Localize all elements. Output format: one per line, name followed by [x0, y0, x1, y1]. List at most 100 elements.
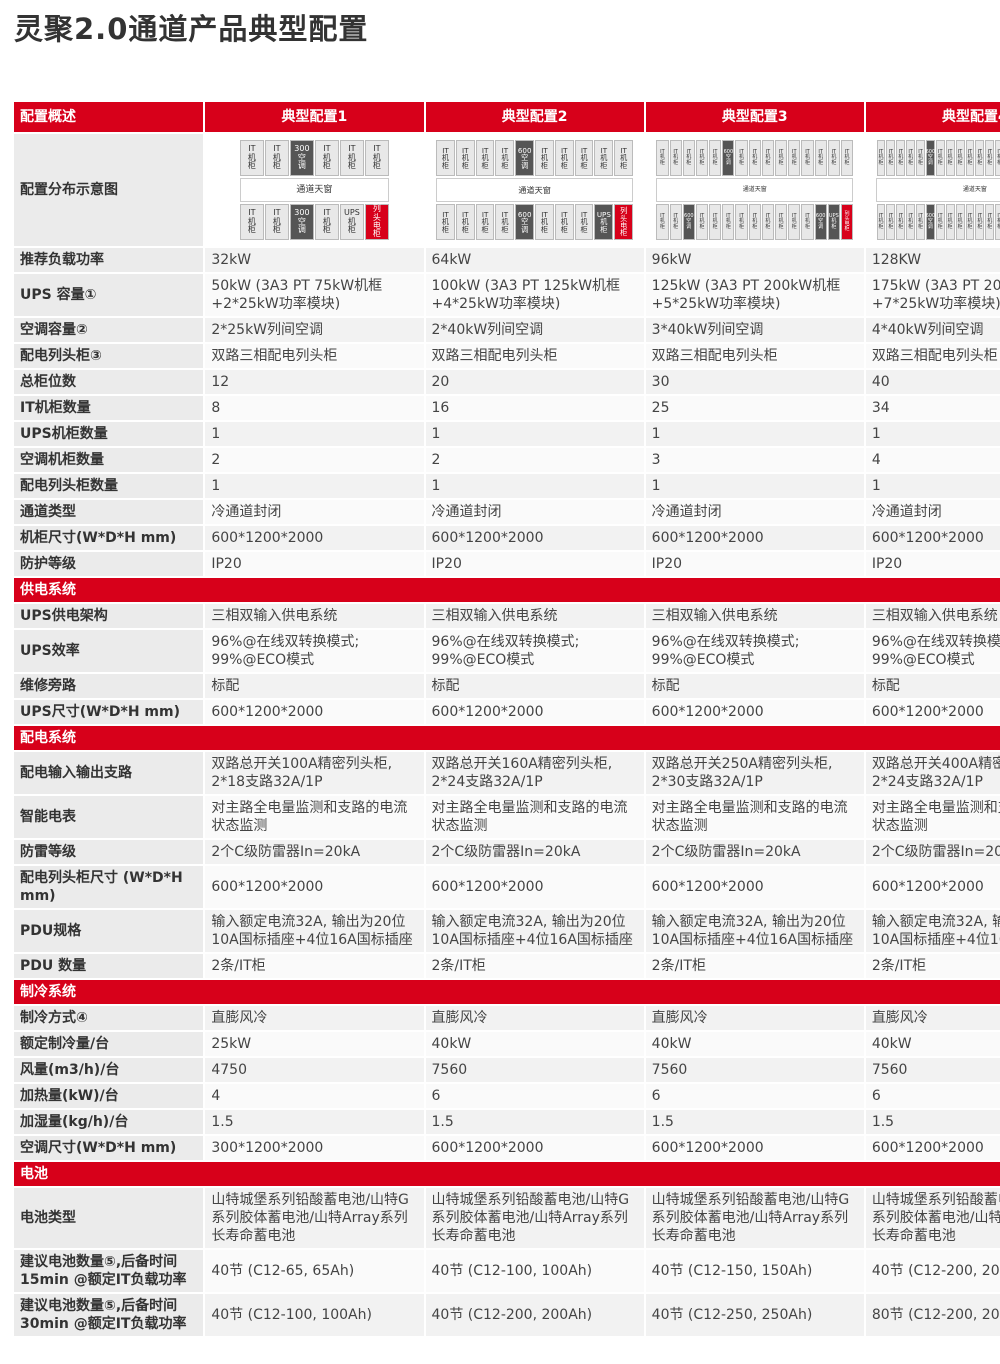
data-row: 电池类型 山特城堡系列铅酸蓄电池/山特G系列胶体蓄电池/山特Array系列长寿命蓄… [14, 1188, 1000, 1248]
row-label: UPS效率 [14, 630, 204, 672]
cell-value: 600*1200*2000 [425, 1136, 644, 1160]
row-label: 空调容量② [14, 318, 204, 342]
cell-value: 600*1200*2000 [205, 866, 424, 908]
diagram-cell: IT 机柜 IT 机柜 IT 机柜 IT 机柜 600 空调 IT 机柜 IT 机柜 IT 机柜 IT 机柜 IT 机… [425, 134, 644, 246]
cell-value: 40kW [865, 1032, 1000, 1056]
cabinet: 300 空调 [289, 204, 314, 240]
cell-value: 对主路全电量监测和支路的电流状态监测 [425, 796, 644, 838]
cell-value: 直膨风冷 [205, 1006, 424, 1030]
cabinet-row: IT 机柜 IT 机柜 IT 机柜 IT 机柜 IT 机柜 600 空调 IT 机柜 IT 机柜 IT 机柜 IT 机… [656, 140, 854, 176]
cabinet: 600 空调 [722, 140, 735, 176]
cabinet-label: 600 空调 [517, 209, 532, 234]
data-row: 建议电池数量⑤,后备时间15min @额定IT负载功率 40节 (C12-65, … [14, 1250, 1000, 1292]
cabinet-label: IT机柜 [997, 213, 1000, 230]
data-row: 推荐负载功率 32kW 64kW 96kW 128KW [14, 248, 1000, 272]
row-label: 防雷等级 [14, 840, 204, 864]
cell-value: 山特城堡系列铅酸蓄电池/山特G系列胶体蓄电池/山特Array系列长寿命蓄电池 [645, 1188, 864, 1248]
cabinet: 600 空调 [682, 204, 695, 240]
cell-value: 7560 [865, 1058, 1000, 1082]
cell-value: IP20 [425, 552, 644, 576]
row-label: 通道类型 [14, 500, 204, 524]
cell-value: 1 [425, 422, 644, 446]
data-row: 加热量(kW)/台 4 6 6 6 [14, 1084, 1000, 1108]
data-row: UPS机柜数量 1 1 1 1 [14, 422, 1000, 446]
data-row: 空调容量② 2*25kW列间空调 2*40kW列间空调 3*40kW列间空调 4*40k… [14, 318, 1000, 342]
aisle: 通道天窗 [436, 178, 634, 202]
cell-value: 96%@在线双转换模式; 99%@ECO模式 [645, 630, 864, 672]
cabinet-label: 600 空调 [723, 149, 734, 166]
data-row: 额定制冷量/台 25kW 40kW 40kW 40kW [14, 1032, 1000, 1056]
cell-value: 600*1200*2000 [645, 526, 864, 550]
cabinet: 列头电柜 [840, 204, 854, 240]
cell-value: 40节 (C12-100, 100Ah) [205, 1294, 424, 1336]
cell-value: 双路总开关250A精密列头柜, 2*30支路32A/1P [645, 752, 864, 794]
cell-value: 20 [425, 370, 644, 394]
cell-value: 175kW (3A3 PT 200kW机框 +7*25kW功率模块) [865, 274, 1000, 316]
cabinet-label: UPS 机柜 [828, 213, 839, 230]
layout-diagram: IT 机柜 IT 机柜 IT 机柜 IT 机柜 600 空调 IT 机柜 IT 机柜 IT 机柜 IT 机柜 IT 机… [426, 136, 644, 244]
cabinet-row: IT 机柜 IT 机柜 600 空调 IT 机柜 IT 机柜 IT 机柜 IT 机柜 IT 机柜 IT 机柜 IT 机… [656, 204, 854, 240]
data-row: PDU 数量 2条/IT柜 2条/IT柜 2条/IT柜 2条/IT柜 [14, 954, 1000, 978]
cabinet-row: IT 机柜 IT 机柜 IT 机柜 IT 机柜 IT 机柜 600 空调 IT 机柜 IT 机柜 IT 机柜 IT 机… [876, 204, 1000, 240]
data-row: 风量(m3/h)/台 4750 7560 7560 7560 [14, 1058, 1000, 1082]
section-row: 制冷系统 [14, 980, 1000, 1004]
cell-value: 8 [205, 396, 424, 420]
row-label: UPS 容量① [14, 274, 204, 316]
row-label: 配电输入输出支路 [14, 752, 204, 794]
row-label: PDU 数量 [14, 954, 204, 978]
cell-value: 12 [205, 370, 424, 394]
data-row: 配电输入输出支路 双路总开关100A精密列头柜, 2*18支路32A/1P 双路总开… [14, 752, 1000, 794]
cell-value: 标配 [425, 674, 644, 698]
cabinet-row: IT 机柜 IT 机柜 IT 机柜 IT 机柜 600 空调 IT 机柜 IT 机柜 IT 机柜 UPS 机柜列头… [436, 204, 634, 240]
row-label: 空调机柜数量 [14, 448, 204, 472]
cell-value: 96%@在线双转换模式; 99%@ECO模式 [205, 630, 424, 672]
cell-value: 40 [865, 370, 1000, 394]
cell-value: 双路总开关100A精密列头柜, 2*18支路32A/1P [205, 752, 424, 794]
cell-value: 600*1200*2000 [425, 866, 644, 908]
data-row: 防雷等级 2个C级防雷器In=20kA 2个C级防雷器In=20kA 2个C级防雷器I… [14, 840, 1000, 864]
cell-value: 600*1200*2000 [865, 526, 1000, 550]
cell-value: 2条/IT柜 [425, 954, 644, 978]
cell-value: 6 [425, 1084, 644, 1108]
cabinet-label: 600 空调 [925, 213, 936, 230]
cell-value: 1.5 [425, 1110, 644, 1134]
cell-value: 1.5 [645, 1110, 864, 1134]
aisle: 通道天窗 [239, 178, 389, 202]
